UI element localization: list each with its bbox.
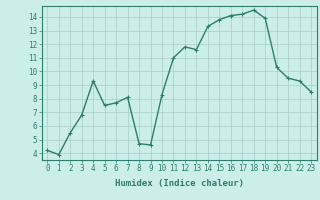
X-axis label: Humidex (Indice chaleur): Humidex (Indice chaleur) (115, 179, 244, 188)
